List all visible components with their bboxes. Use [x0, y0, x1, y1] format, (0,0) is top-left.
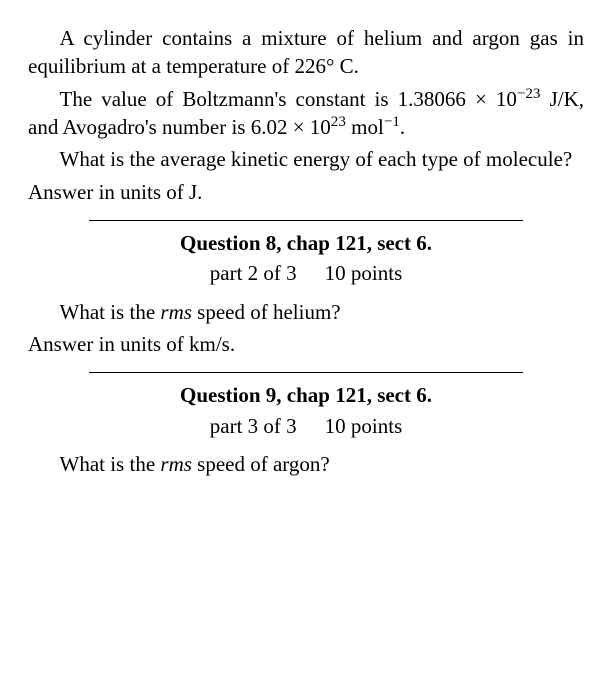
- intro-p2-d: .: [400, 115, 405, 139]
- question-8-part: part 2 of 3: [210, 261, 297, 285]
- intro-paragraph-2: The value of Boltzmann's constant is 1.3…: [28, 85, 584, 142]
- divider: [89, 372, 523, 373]
- question-8-points: 10 points: [325, 261, 403, 285]
- intro-question: What is the average kinetic energy of ea…: [28, 145, 584, 173]
- intro-paragraph-1: A cylinder contains a mixture of helium …: [28, 24, 584, 81]
- intro-p2-c: mol: [346, 115, 384, 139]
- question-9-part: part 3 of 3: [210, 414, 297, 438]
- question-9-title: Question 9, chap 121, sect 6.: [28, 381, 584, 409]
- q9-rms: rms: [160, 452, 192, 476]
- intro-p2-a: The value of Boltzmann's constant is 1.3…: [60, 87, 517, 111]
- q8-text-b: speed of helium?: [192, 300, 341, 324]
- exponent-3: −1: [384, 114, 400, 130]
- question-8-body: What is the rms speed of helium?: [28, 298, 584, 326]
- q9-text-b: speed of argon?: [192, 452, 330, 476]
- q9-text-a: What is the: [60, 452, 161, 476]
- question-8-answer-units: Answer in units of km/s.: [28, 330, 584, 358]
- exponent-2: 23: [331, 114, 346, 130]
- intro-answer-units: Answer in units of J.: [28, 178, 584, 206]
- q8-text-a: What is the: [60, 300, 161, 324]
- question-8-header: Question 8, chap 121, sect 6. part 2 of …: [28, 220, 584, 288]
- question-8-title: Question 8, chap 121, sect 6.: [28, 229, 584, 257]
- divider: [89, 220, 523, 221]
- question-9-subtitle: part 3 of 3 10 points: [28, 412, 584, 440]
- question-9-header: Question 9, chap 121, sect 6. part 3 of …: [28, 372, 584, 440]
- question-8-subtitle: part 2 of 3 10 points: [28, 259, 584, 287]
- q8-rms: rms: [160, 300, 192, 324]
- question-9-body: What is the rms speed of argon?: [28, 450, 584, 478]
- exponent-1: −23: [517, 86, 541, 102]
- question-9-points: 10 points: [325, 414, 403, 438]
